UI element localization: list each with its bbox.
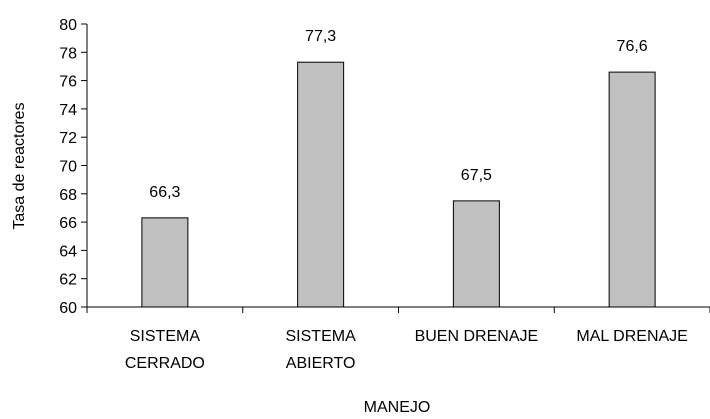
y-tick-label: 60 xyxy=(59,300,77,317)
bar xyxy=(141,217,189,308)
bar-value-label: 66,3 xyxy=(149,184,180,201)
y-tick-label: 76 xyxy=(59,74,77,91)
y-tick-label: 78 xyxy=(59,45,77,62)
x-category-label: MAL DRENAJE xyxy=(576,328,687,345)
y-tick-label: 68 xyxy=(59,187,77,204)
x-axis-title: MANEJO xyxy=(364,399,431,416)
x-category-label: SISTEMA CERRADO xyxy=(125,328,205,372)
y-tick-label: 66 xyxy=(59,215,77,232)
y-tick-label: 64 xyxy=(59,243,77,260)
bar-value-label: 67,5 xyxy=(461,167,492,184)
bars xyxy=(141,61,656,308)
bar xyxy=(608,71,656,308)
y-tick-label: 62 xyxy=(59,272,77,289)
bar xyxy=(297,61,345,308)
y-axis: 60 62 64 66 68 70 72 74 76 78 80 xyxy=(59,17,88,317)
x-category-label: SISTEMA ABIERTO xyxy=(286,328,357,372)
y-tick-label: 72 xyxy=(59,130,77,147)
y-tick-label: 74 xyxy=(59,102,77,119)
bar-value-label: 77,3 xyxy=(305,28,336,45)
bar-value-label: 76,6 xyxy=(617,38,648,55)
y-axis-title: Tasa de reactores xyxy=(11,102,28,229)
x-category-label: BUEN DRENAJE xyxy=(415,328,539,345)
x-axis: SISTEMA CERRADO SISTEMA ABIERTO BUEN DRENAJE… xyxy=(86,306,710,372)
data-labels: 66,3 77,3 67,5 76,6 xyxy=(149,28,647,201)
bar xyxy=(452,200,500,308)
y-tick-label: 80 xyxy=(59,17,77,34)
y-tick-label: 70 xyxy=(59,159,77,176)
